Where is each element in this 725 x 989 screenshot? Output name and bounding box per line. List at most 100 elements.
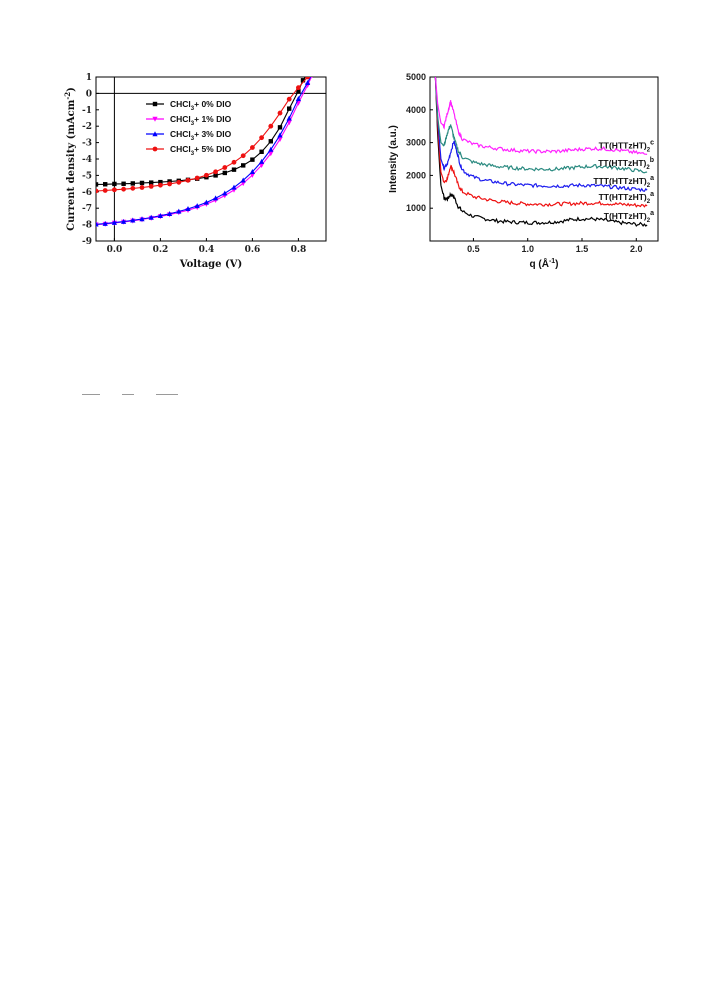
x-axis-label: q (Å-1) [529, 257, 558, 270]
legend-entry: CHCl3+ 3% DIO [146, 129, 232, 142]
data-point [185, 177, 191, 183]
data-point [149, 180, 154, 185]
legend-label: CHCl3+ 3% DIO [170, 129, 232, 142]
data-point [241, 163, 246, 168]
data-point [300, 78, 306, 83]
series [434, 77, 648, 174]
data-point [249, 168, 255, 174]
data-point [222, 165, 228, 170]
x-tick-label: 0.8 [291, 245, 307, 255]
data-point [148, 214, 154, 220]
data-point [152, 116, 158, 122]
series [96, 64, 319, 227]
series-line [434, 77, 648, 208]
data-point [176, 208, 182, 214]
data-point [310, 70, 315, 75]
data-point [185, 206, 191, 212]
stray-rule [122, 394, 134, 395]
data-point [296, 88, 301, 94]
data-point [121, 218, 127, 224]
series-label: TT(HTTzHT)2a [599, 191, 655, 205]
data-point [277, 132, 283, 138]
y-axis-label: Intensity (a.u.) [388, 125, 399, 193]
y-tick-label: 4000 [406, 105, 426, 115]
legend-label: CHCl3+ 1% DIO [170, 114, 232, 127]
data-point [167, 181, 172, 187]
data-point [194, 203, 200, 209]
x-tick-label: 0.2 [153, 245, 169, 255]
data-point [268, 151, 274, 157]
data-point [286, 115, 292, 121]
data-point [103, 182, 108, 187]
data-point [296, 85, 301, 91]
data-point [249, 172, 255, 178]
data-point [176, 179, 182, 185]
x-tick-label: 0.4 [199, 245, 215, 255]
data-point [259, 158, 265, 164]
data-point [112, 187, 117, 193]
data-point [268, 146, 274, 152]
data-point [158, 182, 163, 188]
data-point [314, 64, 319, 69]
x-tick-label: 1.5 [576, 244, 589, 254]
series-line [434, 77, 648, 227]
data-point [130, 181, 135, 186]
y-tick-label: -8 [82, 221, 92, 231]
data-point [231, 167, 237, 172]
data-point [287, 106, 292, 111]
series-label: TT(HTTzHT)2b [598, 157, 654, 171]
series-line [96, 77, 312, 225]
x-tick-label: 0.0 [107, 245, 123, 255]
y-axis-label-main: Current density (mAcm [66, 99, 77, 231]
data-point [130, 185, 136, 191]
series [434, 77, 648, 155]
data-point [203, 199, 209, 205]
series-line [434, 77, 648, 174]
data-point [139, 185, 145, 190]
data-point [314, 65, 319, 70]
legend-label: CHCl3+ 5% DIO [170, 144, 232, 157]
series [96, 65, 319, 194]
data-point [158, 179, 163, 185]
stray-rule [82, 394, 100, 395]
data-point [157, 212, 163, 218]
data-point [167, 210, 173, 216]
data-point [231, 159, 237, 165]
data-point [310, 65, 314, 69]
data-point [111, 219, 117, 225]
x-axis-label-exponent: -1 [549, 258, 555, 265]
data-point [240, 153, 246, 159]
x-axis-label-close: ) [555, 259, 558, 270]
data-point [121, 181, 126, 186]
data-point [268, 123, 274, 129]
series [434, 77, 648, 208]
series-label: TT(HTTzHT)2c [599, 139, 655, 153]
data-point [112, 181, 117, 187]
legend-entry: CHCl3+ 0% DIO [146, 99, 232, 112]
series [434, 77, 648, 193]
data-point [311, 77, 313, 79]
y-tick-label: -3 [82, 139, 92, 149]
y-axis-label: Current density (mAcm-2) [63, 87, 77, 231]
data-point [121, 186, 126, 192]
data-point [231, 184, 237, 190]
jv-legend: CHCl3+ 0% DIO CHCl3+ 1% DIO CHCl3+ 3% DIO C… [146, 99, 232, 157]
x-axis-label: Voltage (V) [179, 259, 242, 270]
y-tick-label: 2000 [406, 170, 426, 180]
data-point [148, 183, 154, 189]
data-point [268, 139, 273, 144]
data-point [314, 65, 319, 70]
stray-rule [156, 394, 178, 395]
data-point [152, 101, 158, 107]
y-tick-label: 5000 [406, 72, 426, 82]
data-point [259, 135, 264, 141]
data-point [213, 169, 219, 175]
y-tick-label: -2 [82, 122, 92, 132]
data-point [139, 180, 145, 186]
saxs-chart: 0.5 1.0 1.5 2.0 1000 2000 3000 4000 5000 T(HTTzHT… [388, 72, 659, 270]
data-point [222, 190, 228, 196]
data-point [240, 177, 246, 183]
series-label: TTT(HTTzHT)2a [593, 175, 654, 189]
data-point [250, 157, 255, 162]
plot-frame [429, 76, 659, 242]
